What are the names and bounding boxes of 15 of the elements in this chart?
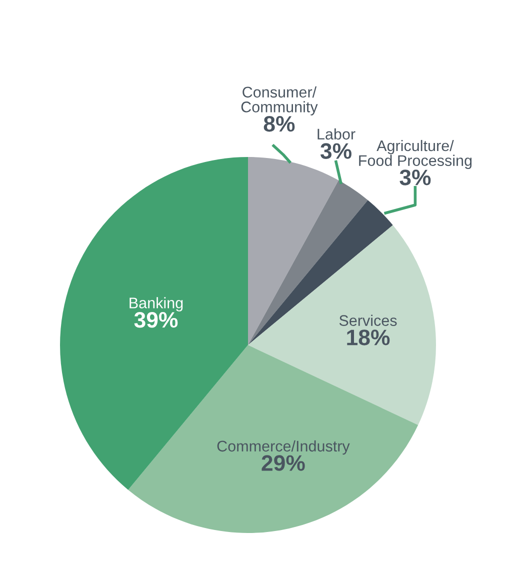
pie-slice [248,225,436,426]
slice-label: Agriculture/ Food Processing [359,140,472,169]
data-label: 39% [134,312,178,328]
slice-label: Labor [318,128,356,140]
data-label: 18% [347,330,390,346]
slice-label: Commerce/Industry [217,440,350,455]
data-label: 29% [262,455,305,471]
slice-label: Services [339,314,397,326]
data-label: 8% [264,116,295,132]
slice-label: Consumer/ Community [241,86,318,116]
data-label: 3% [400,170,431,186]
slice-label: Banking [130,297,183,312]
data-label: 3% [320,143,352,159]
pie-slice [248,157,339,345]
pie-slice [128,345,418,533]
